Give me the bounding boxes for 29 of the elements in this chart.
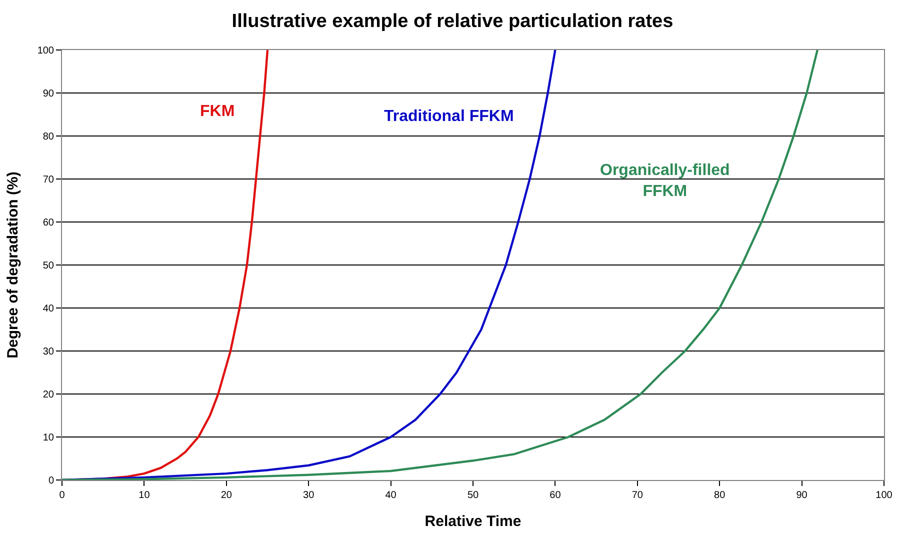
x-tick-label: 10 <box>138 490 150 501</box>
x-tick-label: 0 <box>59 490 66 501</box>
x-tick-label: 40 <box>385 490 397 501</box>
chart-title: Illustrative example of relative particulation rates <box>232 10 674 32</box>
y-tick-label: 0 <box>48 476 54 486</box>
x-tick-label: 80 <box>714 490 726 501</box>
x-tick-label: 50 <box>467 490 479 501</box>
y-tick-label: 100 <box>37 46 54 56</box>
series-label: FKM <box>200 103 235 120</box>
y-tick-label: 40 <box>42 304 54 314</box>
y-tick-label: 20 <box>42 390 54 400</box>
y-tick-label: 60 <box>42 218 54 228</box>
y-tick-label: 30 <box>42 346 54 358</box>
x-tick-label: 100 <box>876 490 893 501</box>
y-axis-title: Degree of degradation (%) <box>4 172 22 358</box>
y-tick-label: 70 <box>42 174 54 186</box>
x-tick-label: 60 <box>550 490 562 501</box>
text: Organically-filled FFKM <box>600 162 730 200</box>
line-series <box>62 50 819 480</box>
y-tick-label: 90 <box>42 88 54 100</box>
x-axis-title: Relative Time <box>424 513 522 530</box>
series-label: Traditional FFKM <box>384 108 514 125</box>
x-tick-label: 90 <box>796 490 808 501</box>
x-tick-label: 30 <box>303 490 315 501</box>
y-tick-label: 80 <box>42 132 54 142</box>
x-tick-label: 20 <box>220 490 232 501</box>
y-tick-label: 10 <box>42 432 54 444</box>
x-tick-label: 70 <box>632 490 644 501</box>
y-tick-label: 50 <box>42 260 54 272</box>
